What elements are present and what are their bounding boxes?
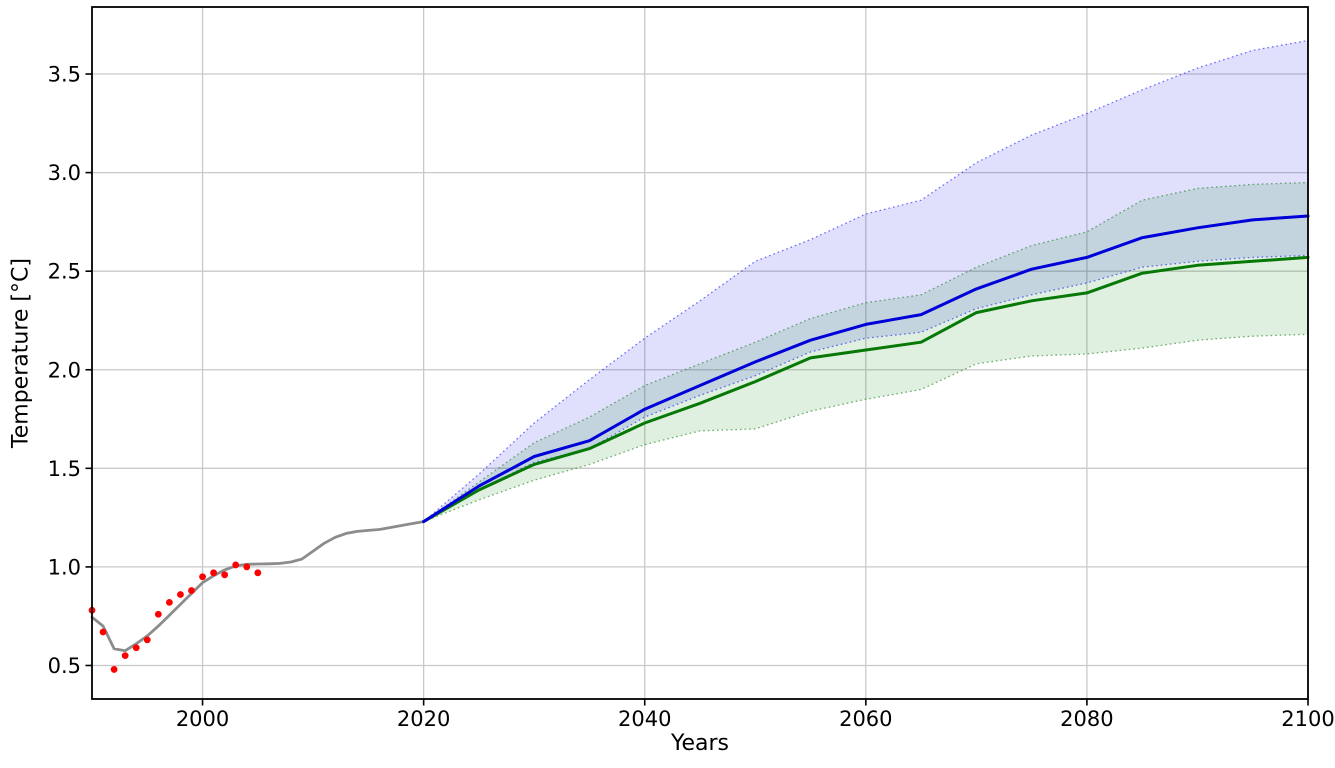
x-tick-label: 2060: [839, 707, 892, 731]
observations-point: [132, 644, 140, 652]
observations-point: [143, 636, 151, 644]
observations-point: [232, 561, 240, 569]
observations-point: [165, 598, 173, 606]
observations-point: [188, 587, 195, 594]
observations-point: [243, 563, 251, 571]
y-tick-label: 3.5: [48, 63, 81, 87]
x-tick-label: 2100: [1281, 707, 1334, 731]
y-tick-label: 1.5: [48, 457, 81, 481]
plot-border: [91, 6, 1309, 700]
observations-point: [177, 591, 184, 598]
observations-point: [154, 610, 162, 618]
observations-point: [210, 569, 218, 577]
scenario-green-band-fill: [423, 182, 1309, 522]
y-tick-label: 2.0: [48, 358, 81, 382]
x-tick-label: 2080: [1060, 707, 1113, 731]
x-tick-label: 2000: [176, 707, 229, 731]
x-axis-title: Years: [670, 731, 730, 756]
scenario-green-line: [422, 255, 1310, 524]
observations-point: [221, 571, 229, 579]
y-tick-label: 1.0: [48, 555, 81, 579]
historical-line: [90, 520, 425, 653]
observations-point: [110, 666, 118, 673]
y-tick-label: 3.0: [48, 161, 81, 185]
observations-point: [199, 573, 206, 581]
observations-point: [99, 628, 107, 636]
x-tick-label: 2040: [618, 707, 671, 731]
y-tick-label: 2.5: [48, 260, 81, 284]
scenario-blue-line: [422, 214, 1310, 524]
scenario-green-band-lower-edge: [423, 333, 1309, 523]
scenario-blue-band-fill: [423, 40, 1309, 522]
x-tick-label: 2020: [397, 707, 450, 731]
y-tick-label: 0.5: [48, 654, 81, 678]
y-axis-title: Temperature [°C]: [8, 258, 34, 448]
observations-point: [121, 652, 129, 660]
observations-point: [254, 569, 262, 577]
